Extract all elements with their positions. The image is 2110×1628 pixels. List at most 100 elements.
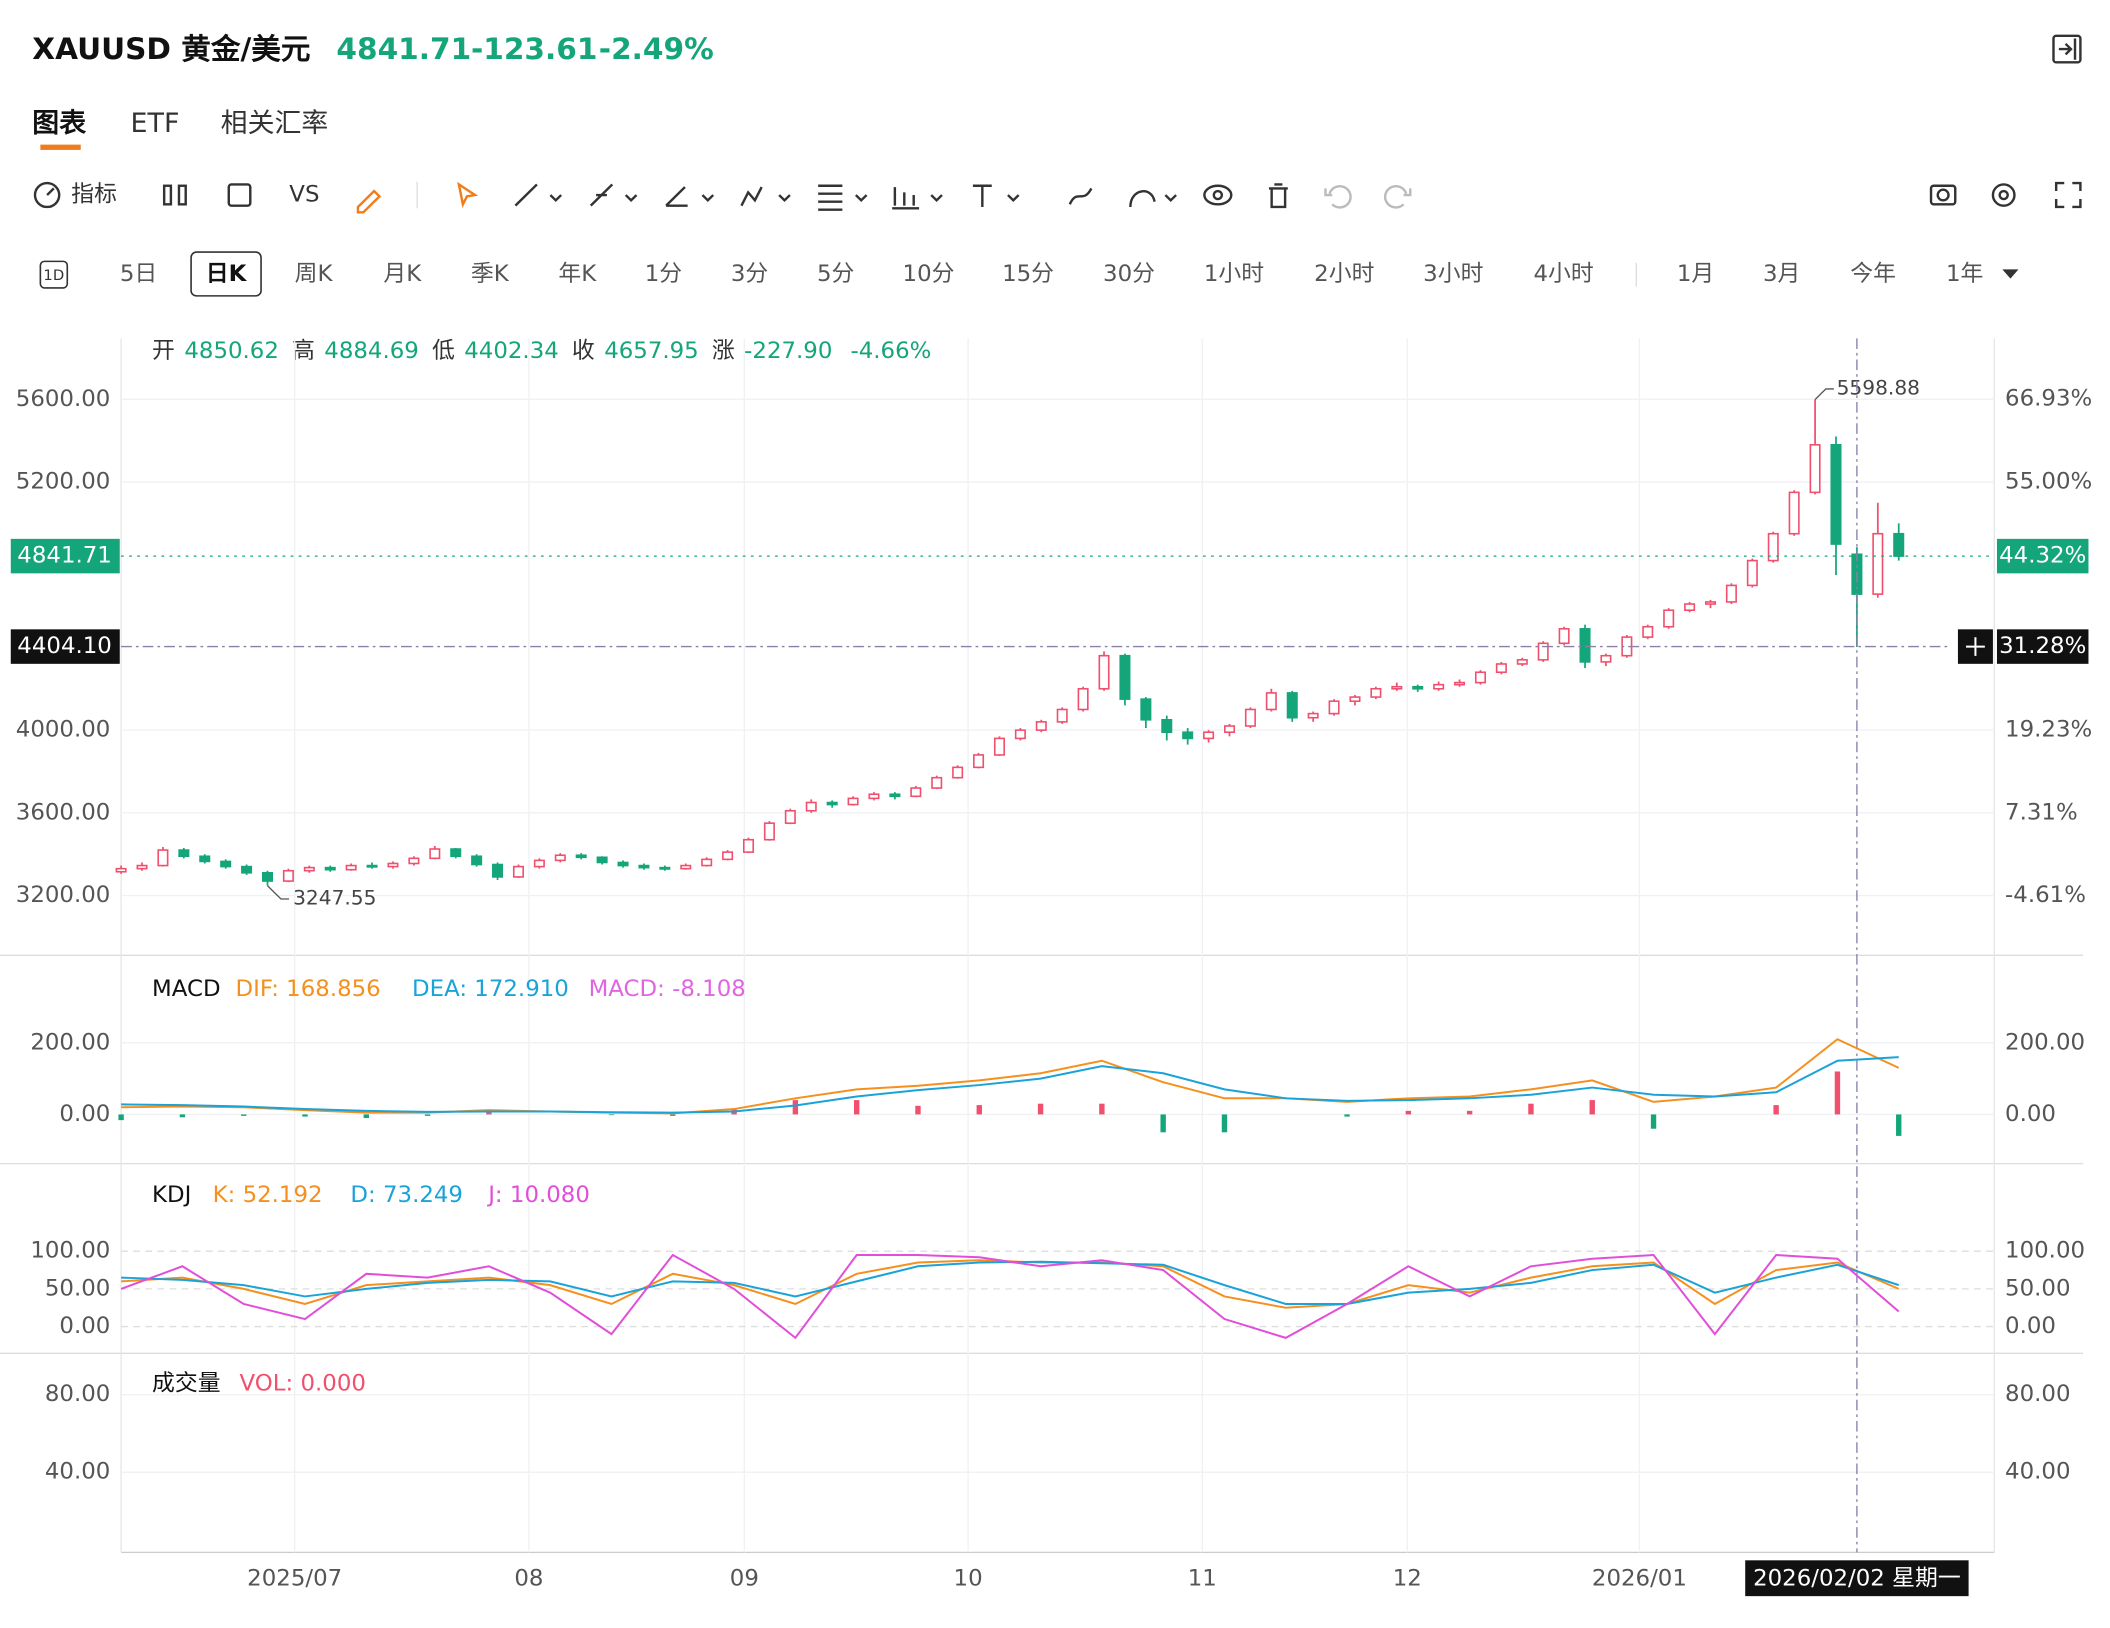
vs-button[interactable]: VS xyxy=(289,182,319,208)
candle-body xyxy=(408,857,420,865)
y-tick-label: 0.00 xyxy=(59,1313,110,1339)
candle-body xyxy=(1433,683,1445,690)
candle-body xyxy=(931,776,943,789)
candle-body xyxy=(1265,692,1277,711)
period-button[interactable]: 今年 xyxy=(1850,261,1896,287)
candle-body xyxy=(1454,681,1466,686)
period-button[interactable]: 30分 xyxy=(1103,261,1155,287)
chart-type-button[interactable] xyxy=(162,184,187,206)
legend-entry: DEA: 172.910 xyxy=(412,976,569,1002)
candle-body xyxy=(324,866,336,871)
candle-body xyxy=(261,872,274,882)
y-tick-label: 0.00 xyxy=(59,1101,110,1127)
macd-bar xyxy=(915,1105,921,1115)
candle-body xyxy=(952,766,964,779)
period-button[interactable]: 2小时 xyxy=(1314,261,1374,287)
period-icon-label: 1D xyxy=(43,267,64,284)
shape-button[interactable] xyxy=(227,183,252,207)
candle-body xyxy=(1767,532,1779,562)
period-button[interactable]: 周K xyxy=(295,261,334,287)
cursor-tool[interactable] xyxy=(457,181,479,208)
y-tick-label: 50.00 xyxy=(45,1275,110,1301)
draw-button[interactable] xyxy=(356,189,382,214)
candle-body xyxy=(345,864,357,871)
candle-body xyxy=(1579,628,1591,663)
candle-body xyxy=(1140,698,1152,721)
tab[interactable]: ETF xyxy=(131,108,180,139)
candle-body xyxy=(1495,663,1507,674)
period-button[interactable]: 1月 xyxy=(1677,261,1714,287)
indicator-label[interactable]: 指标 xyxy=(71,182,117,208)
macd-bar xyxy=(179,1114,186,1118)
y2-tick-label: 55.00% xyxy=(2005,469,2092,495)
candle-body xyxy=(1182,731,1194,740)
candle-body xyxy=(1307,712,1319,719)
legend-entry: VOL: 0.000 xyxy=(240,1370,366,1396)
candle-body xyxy=(659,866,671,870)
candle-body xyxy=(1014,729,1026,740)
period-button[interactable]: 5分 xyxy=(817,261,854,287)
ohlc-value: 4850.62 xyxy=(184,338,279,364)
drawing-tools[interactable] xyxy=(514,181,2082,211)
pane-title: MACD xyxy=(152,976,221,1002)
period-button[interactable]: 1年 xyxy=(1946,261,1983,287)
legend-entry: J: 10.080 xyxy=(486,1182,590,1208)
last-pct-box xyxy=(1996,538,2089,574)
ohlc-value: -227.90 xyxy=(744,338,832,364)
macd-bar xyxy=(608,1114,615,1116)
collapse-button[interactable] xyxy=(2052,34,2082,64)
legend-entry: DIF: 168.856 xyxy=(235,976,380,1002)
macd-bar xyxy=(1834,1071,1841,1115)
period-button[interactable]: 日K xyxy=(206,261,248,287)
period-button[interactable]: 4小时 xyxy=(1534,261,1594,287)
candle-body xyxy=(1244,708,1256,727)
period-button[interactable]: 3分 xyxy=(731,261,768,287)
tab[interactable]: 图表 xyxy=(32,108,86,139)
series-line xyxy=(121,1038,1900,1115)
period-button[interactable]: 3小时 xyxy=(1423,261,1483,287)
macd-bar xyxy=(1037,1103,1044,1115)
period-button[interactable]: 1分 xyxy=(645,261,682,287)
period-button[interactable]: 月K xyxy=(383,261,422,287)
indicator-button[interactable] xyxy=(33,181,61,209)
candle-body xyxy=(617,861,629,867)
candle-body xyxy=(1558,628,1570,645)
period-button[interactable]: 10分 xyxy=(903,261,955,287)
low-label: 3247.55 xyxy=(293,886,376,910)
period-button[interactable]: 5日 xyxy=(120,261,157,287)
y2-tick-label: -4.61% xyxy=(2005,882,2086,908)
x-tick-label: 11 xyxy=(1188,1565,1217,1591)
candle-body xyxy=(199,855,211,863)
candle-body xyxy=(1391,685,1403,690)
candle-body xyxy=(1035,721,1047,731)
series-line xyxy=(121,1056,1899,1114)
period-button[interactable]: 1小时 xyxy=(1204,261,1264,287)
period-button[interactable]: 3月 xyxy=(1763,261,1800,287)
candle-body xyxy=(1056,708,1068,723)
legend-entry: D: 73.249 xyxy=(350,1182,463,1208)
candle-body xyxy=(1349,696,1361,702)
y-tick-label: 100.00 xyxy=(30,1238,110,1264)
candle-body xyxy=(701,858,713,867)
x-tick-label: 09 xyxy=(730,1565,759,1591)
macd-bar xyxy=(1099,1103,1105,1115)
candle-body xyxy=(805,801,817,812)
tab[interactable]: 相关汇率 xyxy=(221,108,329,139)
ohlc-change-pct: -4.66% xyxy=(850,338,931,364)
period-button[interactable]: 季K xyxy=(471,261,510,287)
candle-body xyxy=(1370,687,1382,698)
macd-bar xyxy=(976,1105,982,1115)
dropdown-arrow[interactable] xyxy=(2002,269,2019,279)
active-period xyxy=(190,251,262,297)
candle-body xyxy=(429,848,441,860)
pane-title: KDJ xyxy=(152,1182,191,1208)
y2-tick-label: 50.00 xyxy=(2005,1275,2070,1301)
period-button[interactable]: 15分 xyxy=(1002,261,1054,287)
period-button[interactable]: 年K xyxy=(558,261,597,287)
candle-body xyxy=(512,865,524,878)
candle-body xyxy=(826,801,838,806)
period-icon[interactable] xyxy=(39,260,69,289)
macd-bar xyxy=(1405,1110,1412,1115)
candle-body xyxy=(1872,532,1884,595)
candle-body xyxy=(596,856,608,864)
